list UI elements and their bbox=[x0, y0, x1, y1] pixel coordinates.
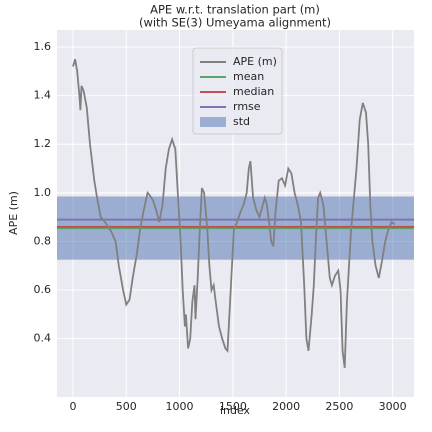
x-tick-label: 0 bbox=[69, 400, 76, 413]
x-tick-label: 2000 bbox=[272, 400, 300, 413]
legend-label: std bbox=[233, 115, 250, 128]
legend-label: median bbox=[233, 85, 274, 98]
y-tick-label: 1.6 bbox=[34, 40, 52, 53]
legend-box bbox=[192, 47, 283, 135]
y-tick-label: 1.2 bbox=[34, 137, 52, 150]
legend-label: APE (m) bbox=[233, 55, 277, 68]
x-tick-label: 1000 bbox=[166, 400, 194, 413]
data-line bbox=[72, 58, 396, 368]
chart-subtitle: (with SE(3) Umeyama alignment) bbox=[139, 16, 331, 30]
x-axis-label: index bbox=[220, 404, 251, 417]
legend-label: rmse bbox=[233, 100, 261, 113]
y-tick-label: 1.4 bbox=[34, 89, 52, 102]
y-tick-label: 0.4 bbox=[34, 332, 52, 345]
legend-label: mean bbox=[233, 70, 264, 83]
x-tick-label: 3000 bbox=[379, 400, 407, 413]
y-tick-label: 1.0 bbox=[34, 186, 52, 199]
y-tick-label: 0.6 bbox=[34, 283, 52, 296]
x-tick-label: 500 bbox=[116, 400, 137, 413]
x-tick-label: 1500 bbox=[219, 400, 247, 413]
y-tick-label: 0.8 bbox=[34, 234, 52, 247]
chart-title: APE w.r.t. translation part (m) bbox=[150, 3, 320, 17]
y-axis-label: APE (m) bbox=[7, 191, 20, 235]
x-tick-label: 2500 bbox=[325, 400, 353, 413]
legend-swatch bbox=[200, 117, 226, 127]
